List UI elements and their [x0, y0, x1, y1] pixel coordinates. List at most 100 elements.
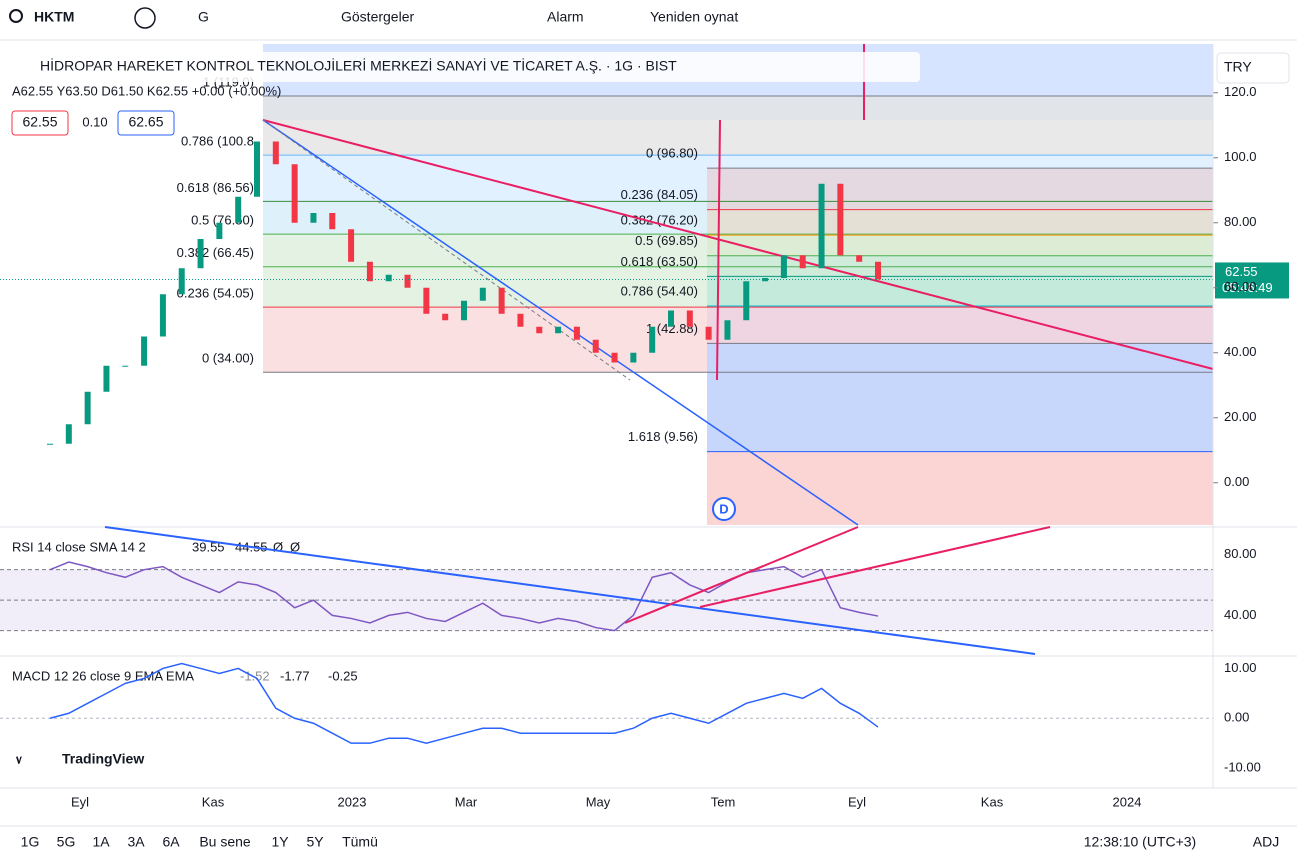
vertical-line [716, 119, 721, 381]
fib-label: 0.382 (66.45) [177, 245, 254, 260]
last-price: 62.55 [1225, 264, 1258, 279]
spread: 0.10 [82, 114, 107, 129]
range-button[interactable]: 5G [57, 834, 76, 850]
candle [235, 196, 242, 223]
range-button[interactable]: Tümü [342, 834, 378, 850]
candle [385, 274, 392, 282]
trend-line [624, 526, 859, 624]
candle [423, 287, 430, 314]
macd-tick-label: 10.00 [1224, 660, 1257, 675]
candle [47, 443, 53, 445]
fib-band [707, 209, 1213, 236]
fib-band [707, 255, 1213, 277]
candle [404, 274, 411, 288]
rsi-tick-label: 40.00 [1224, 607, 1257, 622]
fib-label: 0 (96.80) [646, 146, 698, 161]
trend-line [699, 526, 1051, 608]
time-label: Eyl [71, 794, 89, 809]
interval[interactable]: G [198, 9, 209, 25]
time-label: 2023 [338, 794, 367, 809]
candle [310, 213, 317, 223]
fib-band [707, 276, 1213, 306]
candle [479, 287, 486, 301]
range-button[interactable]: 3A [127, 834, 145, 850]
fib-label: 0.236 (54.05) [177, 286, 254, 301]
currency[interactable]: TRY [1224, 59, 1252, 75]
range-button[interactable]: 1A [92, 834, 110, 850]
ohlc: A62.55 Y63.50 D61.50 K62.55 +0.00 (+0.00… [12, 83, 281, 98]
bid-box[interactable] [11, 110, 69, 136]
add-icon[interactable] [134, 7, 156, 29]
macd-hist: -0.25 [328, 668, 358, 683]
countdown: 05:46:49 [1222, 280, 1273, 295]
candle [291, 164, 298, 223]
trend-line [262, 119, 1214, 370]
candle [799, 255, 806, 269]
candle [555, 326, 562, 334]
price-tick-label: 100.0 [1224, 149, 1257, 164]
adj[interactable]: ADJ [1253, 834, 1279, 850]
candle [348, 229, 355, 262]
trend-line [104, 526, 1036, 655]
time-label: May [586, 794, 611, 809]
event-marker [712, 497, 736, 521]
ask: 62.65 [128, 114, 163, 130]
fib-label: 0.5 (69.85) [635, 233, 698, 248]
symbol[interactable]: HKTM [34, 9, 74, 25]
price-tick-label: 60.00 [1224, 279, 1257, 294]
candle [197, 239, 204, 269]
candle [875, 261, 881, 280]
replay-button[interactable]: Yeniden oynat [650, 9, 738, 25]
candle [254, 141, 260, 197]
currency-box[interactable] [1216, 52, 1290, 84]
candle [366, 261, 373, 282]
range-button[interactable]: Bu sene [199, 834, 251, 850]
bid: 62.55 [22, 114, 57, 130]
fib-label: 0.786 (54.40) [621, 283, 698, 298]
price-tick-label: 0.00 [1224, 474, 1249, 489]
candle [122, 365, 129, 367]
ask-box[interactable] [117, 110, 175, 136]
candle [837, 183, 844, 256]
last-price-box [1215, 262, 1289, 299]
price-tick-label: 40.00 [1224, 344, 1257, 359]
candle [216, 222, 223, 239]
candle [65, 424, 72, 444]
candle [724, 320, 731, 340]
candle [686, 310, 693, 327]
candle [573, 326, 580, 340]
fib-label: 0.618 (63.50) [621, 254, 698, 269]
fib-band [707, 168, 1213, 210]
candle [649, 326, 656, 353]
macd-label: MACD 12 26 close 9 EMA EMA [12, 668, 194, 683]
event-marker-label: D [719, 501, 728, 516]
search-icon[interactable] [9, 9, 23, 23]
macd-value: -1.52 [240, 668, 270, 683]
range-button[interactable]: 1G [21, 834, 40, 850]
title-bg [8, 52, 920, 82]
candle [668, 310, 674, 327]
fib-label: 0 (34.00) [202, 351, 254, 366]
candle [592, 339, 599, 353]
candle [272, 141, 279, 165]
candle [159, 294, 166, 337]
macd-tick-label: -10.00 [1224, 760, 1261, 775]
candle [141, 336, 148, 366]
range-button[interactable]: 5Y [306, 834, 324, 850]
rsi-empty-1: Ø [273, 539, 283, 554]
alarm-button[interactable]: Alarm [547, 9, 584, 25]
range-button[interactable]: 1Y [271, 834, 289, 850]
indicators-button[interactable]: Göstergeler [341, 9, 414, 25]
candle [329, 213, 336, 230]
logo-mark: ᥎ [16, 751, 22, 767]
macd-tick-label: 0.00 [1224, 710, 1249, 725]
chart-title: HİDROPAR HAREKET KONTROL TEKNOLOJİLERİ M… [40, 57, 677, 74]
candle [743, 281, 750, 321]
fib-label: 1 (42.88) [646, 321, 698, 336]
candle [818, 183, 825, 269]
fib-area [707, 451, 1213, 525]
candle [705, 326, 712, 340]
rsi-label: RSI 14 close SMA 14 2 [12, 539, 146, 554]
range-button[interactable]: 6A [162, 834, 180, 850]
